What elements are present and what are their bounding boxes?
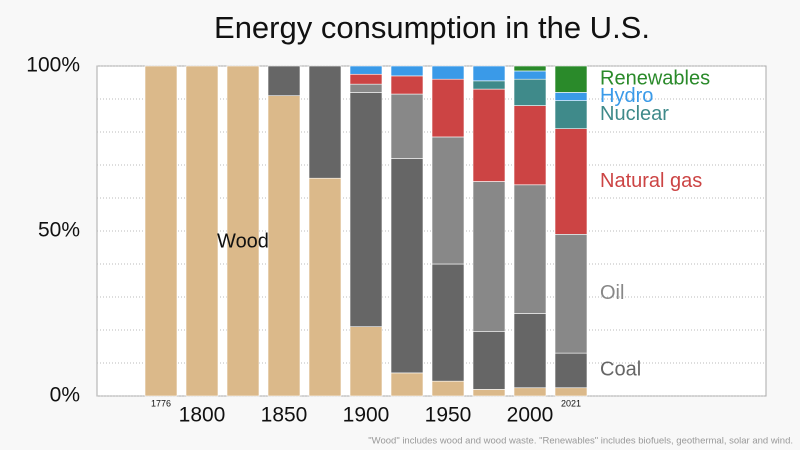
bar-segment <box>431 380 465 397</box>
bar-segment <box>431 78 465 138</box>
bar-segment <box>431 136 465 265</box>
bar-segment <box>349 73 383 85</box>
bar-segment <box>513 313 547 389</box>
bar-segment <box>431 65 465 80</box>
x-tick-label: 1950 <box>425 404 472 427</box>
bar-segment <box>554 234 588 354</box>
legend-label: Nuclear <box>600 103 669 125</box>
legend-label: Natural gas <box>600 170 702 192</box>
bar-segment <box>390 372 424 397</box>
bar-segment <box>144 65 178 397</box>
legend-label: Wood <box>217 230 269 252</box>
bar-segment <box>226 65 260 397</box>
bar-segment <box>472 65 506 82</box>
x-tick-label: 2021 <box>561 398 581 408</box>
bar-segment <box>308 177 342 397</box>
x-tick-label: 1776 <box>151 398 171 408</box>
chart-title: Energy consumption in the U.S. <box>214 10 650 45</box>
legend-label: Coal <box>600 359 641 381</box>
bar-segment <box>472 80 506 90</box>
bar-segment <box>349 92 383 328</box>
y-tick-label: 0% <box>50 384 80 407</box>
x-tick-label: 1900 <box>343 404 390 427</box>
legend-label: Oil <box>600 282 624 304</box>
bar-segment <box>185 65 219 397</box>
x-tick-label: 2000 <box>507 404 554 427</box>
bar-segment <box>554 100 588 130</box>
bar-segment <box>349 65 383 75</box>
bar-segment <box>513 387 547 397</box>
bar-segment <box>554 65 588 93</box>
legend-label: Hydro <box>600 85 653 107</box>
bar-segment <box>554 128 588 235</box>
bar-segment <box>513 105 547 186</box>
bar-segment <box>349 83 383 93</box>
bar-segment <box>267 65 301 97</box>
bar-segment <box>390 158 424 374</box>
bar-segment <box>554 92 588 101</box>
bar-segment <box>267 95 301 397</box>
x-tick-label: 1850 <box>261 404 308 427</box>
bar-segment <box>513 70 547 80</box>
bar-segment <box>390 93 424 159</box>
footnote: "Wood" includes wood and wood waste. "Re… <box>368 436 793 447</box>
y-tick-label: 50% <box>38 219 80 242</box>
bar-segment <box>554 352 588 389</box>
bar-segment <box>472 181 506 332</box>
bar-segment <box>513 184 547 314</box>
bar-segment <box>431 263 465 382</box>
bar-segment <box>513 65 547 72</box>
y-tick-label: 100% <box>26 54 80 77</box>
legend-label: Renewables <box>600 67 710 89</box>
bar-segment <box>472 389 506 397</box>
bar-segment <box>472 331 506 390</box>
x-tick-label: 1800 <box>179 404 226 427</box>
bar-segment <box>390 65 424 77</box>
bar-segment <box>472 88 506 182</box>
bar-segment <box>513 78 547 106</box>
bar-segment <box>554 387 588 397</box>
bar-segment <box>308 65 342 179</box>
bar-segment <box>390 75 424 95</box>
bar-segment <box>349 326 383 397</box>
